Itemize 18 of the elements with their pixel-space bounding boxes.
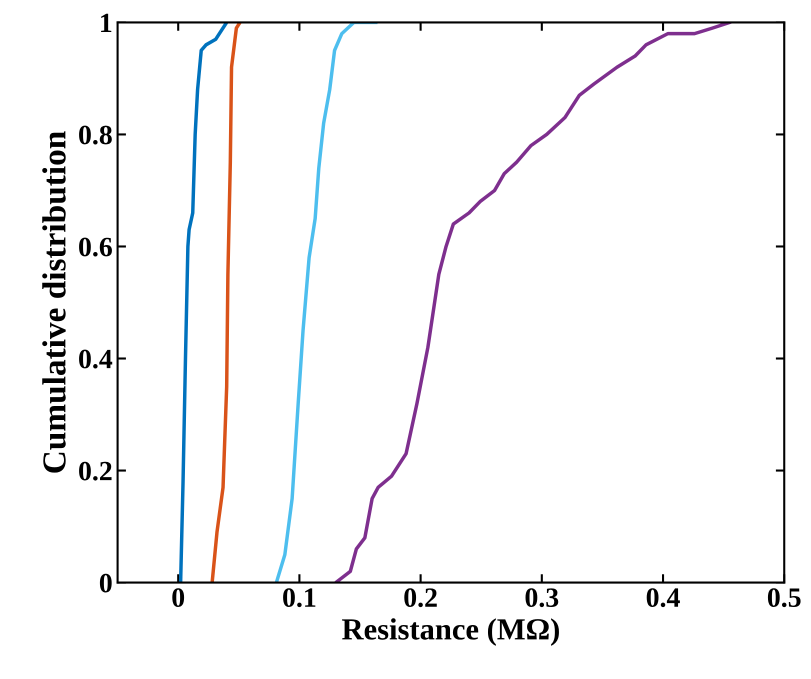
- y-tick-label: 0.4: [79, 350, 112, 369]
- line-series: [334, 22, 732, 583]
- y-tick-label: 0: [100, 574, 112, 592]
- x-tick-label: 0.2: [404, 588, 437, 608]
- line-series: [210, 22, 242, 583]
- x-tick-label: 0.5: [768, 588, 801, 608]
- y-tick-label: 0.8: [79, 126, 112, 144]
- line-series: [178, 22, 228, 583]
- y-tick-label: 0.6: [79, 238, 112, 257]
- x-tick-label: 0.1: [283, 588, 316, 608]
- x-tick-label: 0.4: [646, 588, 680, 608]
- x-tick-label: 0.3: [526, 588, 558, 608]
- y-axis-title: Cumulative distribution: [42, 131, 66, 473]
- line-series: [274, 22, 378, 583]
- x-tick-label: 0: [172, 588, 184, 607]
- y-tick-label: 0.2: [79, 462, 112, 481]
- x-axis-title: Resistance (MΩ): [342, 618, 559, 646]
- y-tick-label: 1: [101, 14, 112, 32]
